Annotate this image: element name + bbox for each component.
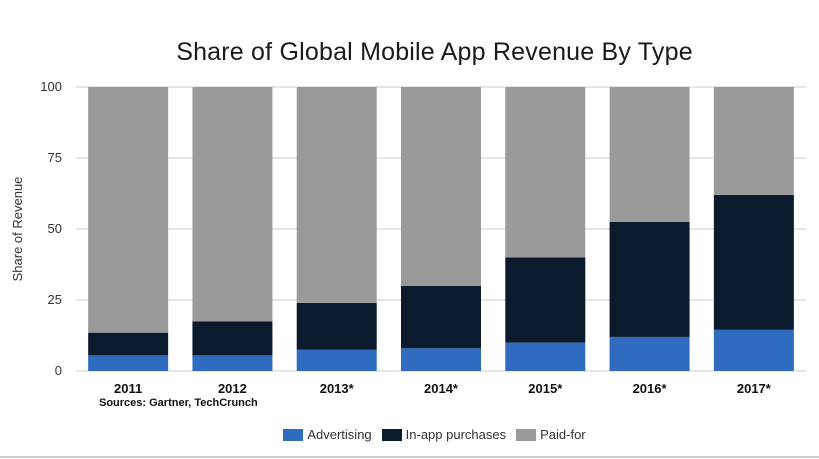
bar-segment xyxy=(296,87,377,303)
chart-title: Share of Global Mobile App Revenue By Ty… xyxy=(176,38,693,66)
bar-segment xyxy=(505,257,586,343)
source-note: Sources: Gartner, TechCrunch xyxy=(99,397,258,409)
legend: Advertising In-app purchases Paid-for xyxy=(0,427,819,444)
legend-item: Paid-for xyxy=(516,427,586,442)
x-tick-label: 2016* xyxy=(633,381,668,396)
axis-layer: 0 25 50 75 100 Share of Revenue 2011 2012 2013* 2… xyxy=(10,79,772,396)
y-tick-label: 0 xyxy=(55,363,62,378)
x-tick-label: 2013* xyxy=(320,381,355,396)
bar-segment xyxy=(713,87,794,195)
bar-segment xyxy=(505,342,586,371)
legend-swatch xyxy=(516,428,537,441)
x-tick-label: 2014* xyxy=(424,381,459,396)
bar-segment xyxy=(88,87,169,333)
y-tick-label: 50 xyxy=(48,221,62,236)
y-axis-label: Share of Revenue xyxy=(10,177,25,282)
legend-label: In-app purchases xyxy=(405,427,507,442)
bar-segment xyxy=(88,355,169,371)
bar-segment xyxy=(609,87,690,222)
legend-item: Advertising xyxy=(283,427,372,442)
bar-segment xyxy=(192,321,273,356)
y-tick-label: 75 xyxy=(48,150,62,165)
x-tick-label: 2011 xyxy=(114,381,142,396)
bar-segment xyxy=(401,285,481,349)
bar-segment xyxy=(296,302,377,350)
bar-segment xyxy=(192,355,273,371)
legend-label: Paid-for xyxy=(540,427,586,442)
x-tick-label: 2015* xyxy=(528,381,563,396)
x-tick-label: 2012 xyxy=(218,381,247,396)
bar-segment xyxy=(609,221,690,337)
legend-swatch xyxy=(283,428,304,441)
y-tick-label: 25 xyxy=(48,292,62,307)
bar-segment xyxy=(713,194,794,330)
bar-segment xyxy=(88,332,169,356)
bar-segment xyxy=(609,336,690,371)
bar-segment xyxy=(713,329,794,371)
bar-segment xyxy=(505,87,586,258)
legend-item: In-app purchases xyxy=(381,427,507,442)
bars-layer xyxy=(88,87,794,371)
divider xyxy=(0,456,819,458)
legend-swatch xyxy=(381,428,402,441)
bar-segment xyxy=(401,87,481,286)
y-tick-label: 100 xyxy=(40,79,62,94)
bar-segment xyxy=(192,87,273,322)
legend-label: Advertising xyxy=(307,427,372,442)
bar-segment xyxy=(296,349,377,371)
bar-segment xyxy=(401,348,481,371)
x-tick-label: 2017* xyxy=(737,381,772,396)
